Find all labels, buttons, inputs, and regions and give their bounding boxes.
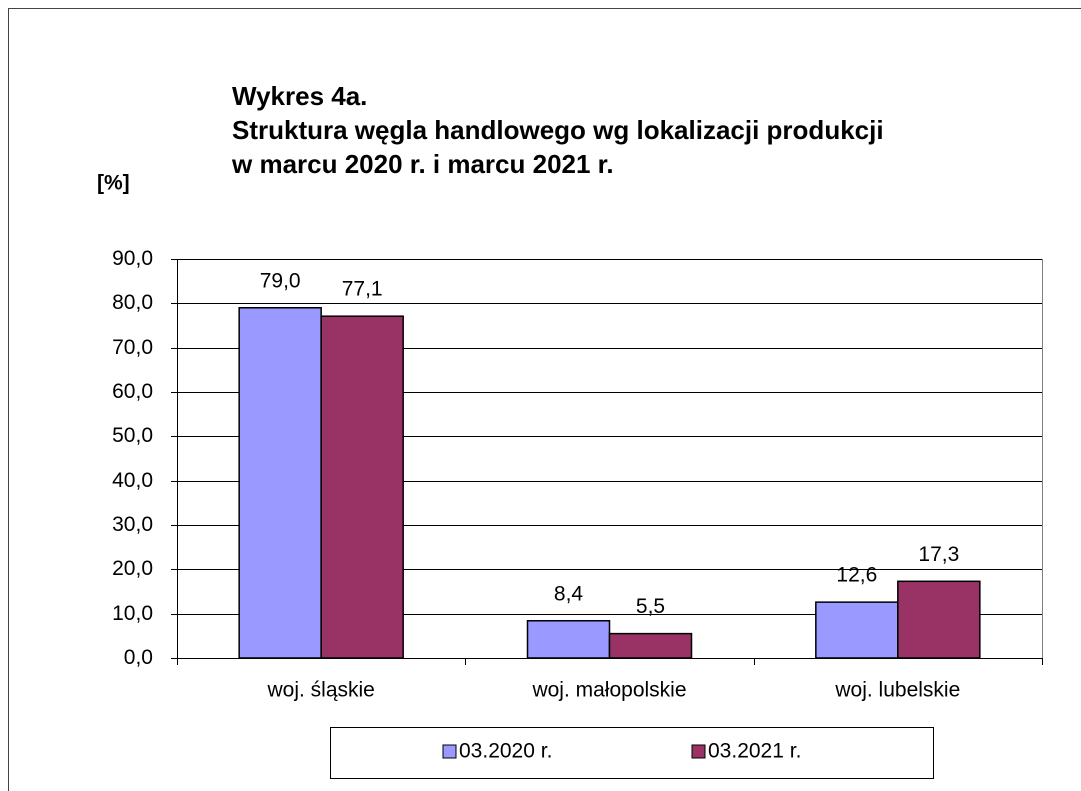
x-tick-label: woj. małopolskie	[531, 679, 686, 702]
bar	[608, 632, 693, 659]
y-tick-label: 0,0	[124, 646, 153, 669]
value-label: 77,1	[342, 278, 383, 301]
value-label: 17,3	[918, 543, 959, 566]
bar	[897, 580, 981, 659]
x-tick-label: woj. lubelskie	[834, 679, 960, 702]
bar	[526, 620, 611, 659]
value-label: 12,6	[836, 564, 877, 587]
y-tick-label: 40,0	[112, 469, 153, 492]
y-tick-label: 10,0	[112, 602, 153, 625]
legend-box	[330, 727, 934, 779]
legend-label: 03.2021 r.	[708, 740, 801, 763]
value-label: 79,0	[260, 269, 301, 292]
y-tick-label: 20,0	[112, 557, 153, 580]
y-tick-label: 70,0	[112, 336, 153, 359]
x-tick-label: woj. śląskie	[266, 679, 374, 702]
chart-title: Wykres 4a.	[232, 81, 367, 111]
frame	[8, 8, 1081, 791]
value-label: 8,4	[554, 582, 584, 605]
chart-title: Struktura węgla handlowego wg lokalizacj…	[232, 115, 884, 145]
legend-swatch	[691, 744, 706, 759]
y-tick-label: 80,0	[112, 291, 153, 314]
y-tick-label: 30,0	[112, 513, 153, 536]
y-tick-label: 60,0	[112, 380, 153, 403]
value-label: 5,5	[636, 595, 665, 618]
y-axis-label: [%]	[97, 172, 130, 195]
legend-label: 03.2020 r.	[459, 740, 552, 763]
bar	[238, 307, 322, 659]
legend-swatch	[442, 744, 457, 759]
bar	[815, 601, 899, 659]
chart-title: w marcu 2020 r. i marcu 2021 r.	[231, 149, 614, 179]
y-tick-label: 50,0	[112, 424, 153, 447]
y-tick-label: 90,0	[112, 247, 153, 270]
bar	[320, 315, 404, 659]
